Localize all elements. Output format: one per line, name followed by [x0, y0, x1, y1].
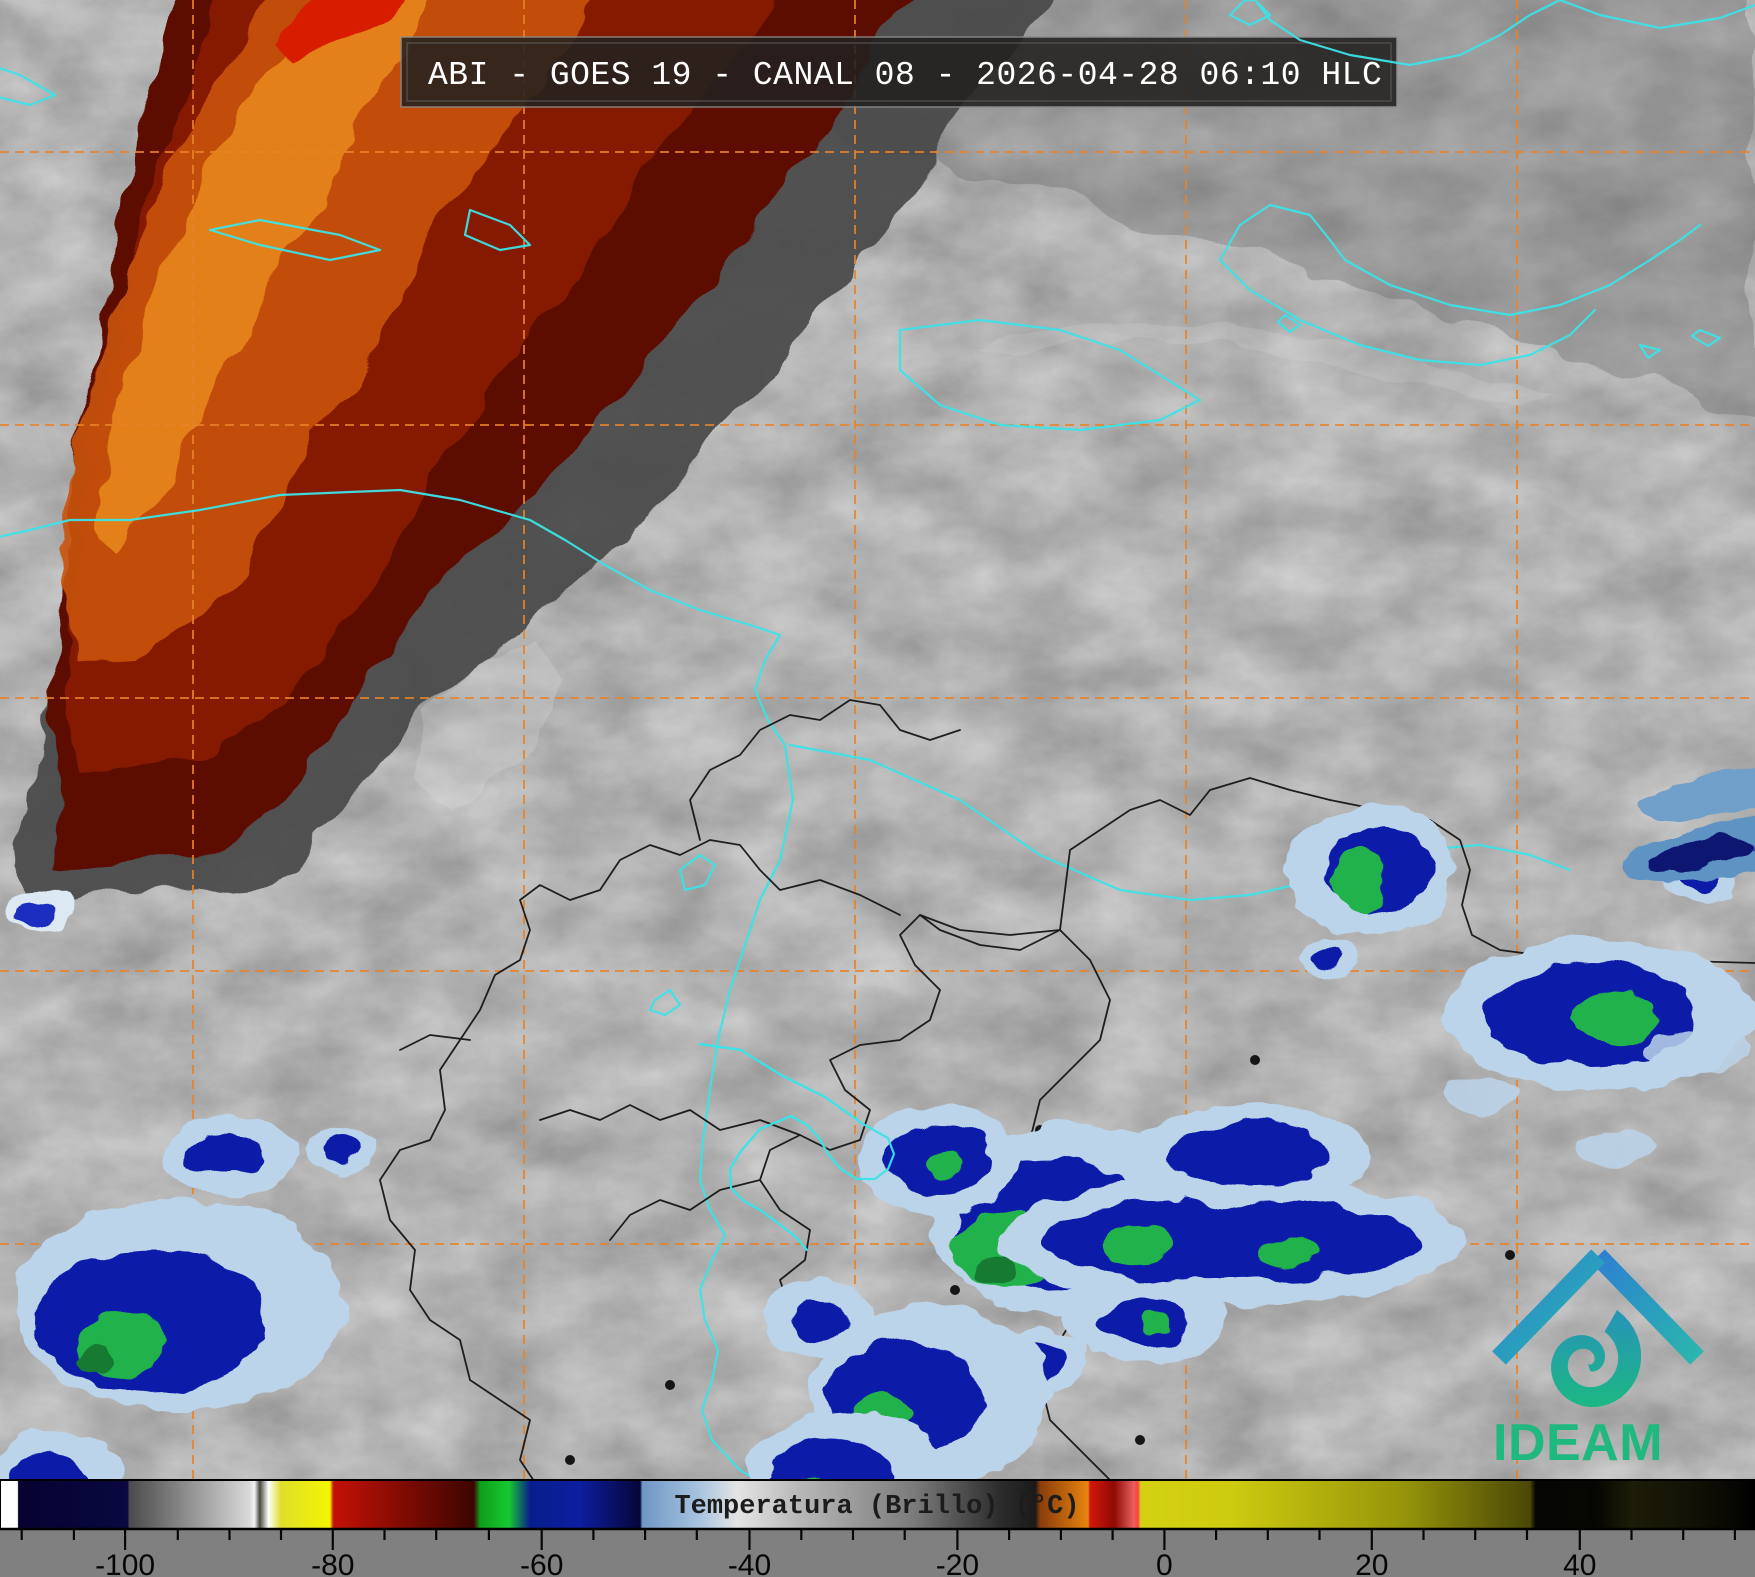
- svg-text:-60: -60: [520, 1549, 563, 1577]
- svg-text:20: 20: [1355, 1549, 1388, 1577]
- svg-text:-80: -80: [311, 1549, 354, 1577]
- svg-text:IDEAM: IDEAM: [1493, 1414, 1663, 1472]
- svg-text:-100: -100: [95, 1549, 155, 1577]
- svg-text:-20: -20: [936, 1549, 979, 1577]
- svg-text:40: 40: [1563, 1549, 1596, 1577]
- svg-text:ABI - GOES 19 - CANAL 08 - 202: ABI - GOES 19 - CANAL 08 - 2026-04-28 06…: [428, 57, 1382, 94]
- svg-text:-40: -40: [728, 1549, 771, 1577]
- svg-text:Temperatura (Brillo) (°C): Temperatura (Brillo) (°C): [674, 1492, 1079, 1522]
- svg-text:0: 0: [1156, 1549, 1173, 1577]
